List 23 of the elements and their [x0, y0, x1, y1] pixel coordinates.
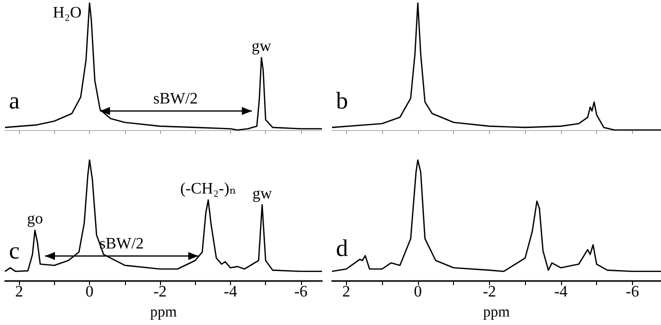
x-tick-label: -6 — [626, 284, 640, 301]
x-tick-label: -2 — [153, 284, 167, 301]
x-tick-label: 2 — [342, 284, 350, 301]
x-tick-label: -2 — [482, 284, 496, 301]
annotation: (-CH₂-)ₙ — [180, 180, 236, 198]
annotation: d — [336, 236, 348, 262]
x-axis-title: ppm — [483, 304, 510, 320]
annotation: sBW/2 — [99, 236, 144, 252]
x-tick-label: -4 — [554, 284, 568, 301]
annotation: gw — [252, 185, 272, 202]
annotation: go — [26, 210, 43, 228]
x-tick-label: 2 — [15, 284, 24, 301]
annotation: sBW/2 — [153, 90, 198, 108]
annotation: c — [9, 238, 20, 264]
annotation: gw — [252, 38, 272, 56]
x-tick-label: 0 — [414, 284, 422, 301]
annotation: a — [9, 88, 20, 114]
x-tick-label: -6 — [294, 284, 308, 301]
annotation: b — [336, 88, 348, 114]
x-tick-label: 0 — [86, 284, 94, 301]
x-tick-label: -4 — [224, 284, 238, 301]
x-axis-title: ppm — [150, 304, 178, 320]
annotation: H₂O — [52, 4, 82, 22]
